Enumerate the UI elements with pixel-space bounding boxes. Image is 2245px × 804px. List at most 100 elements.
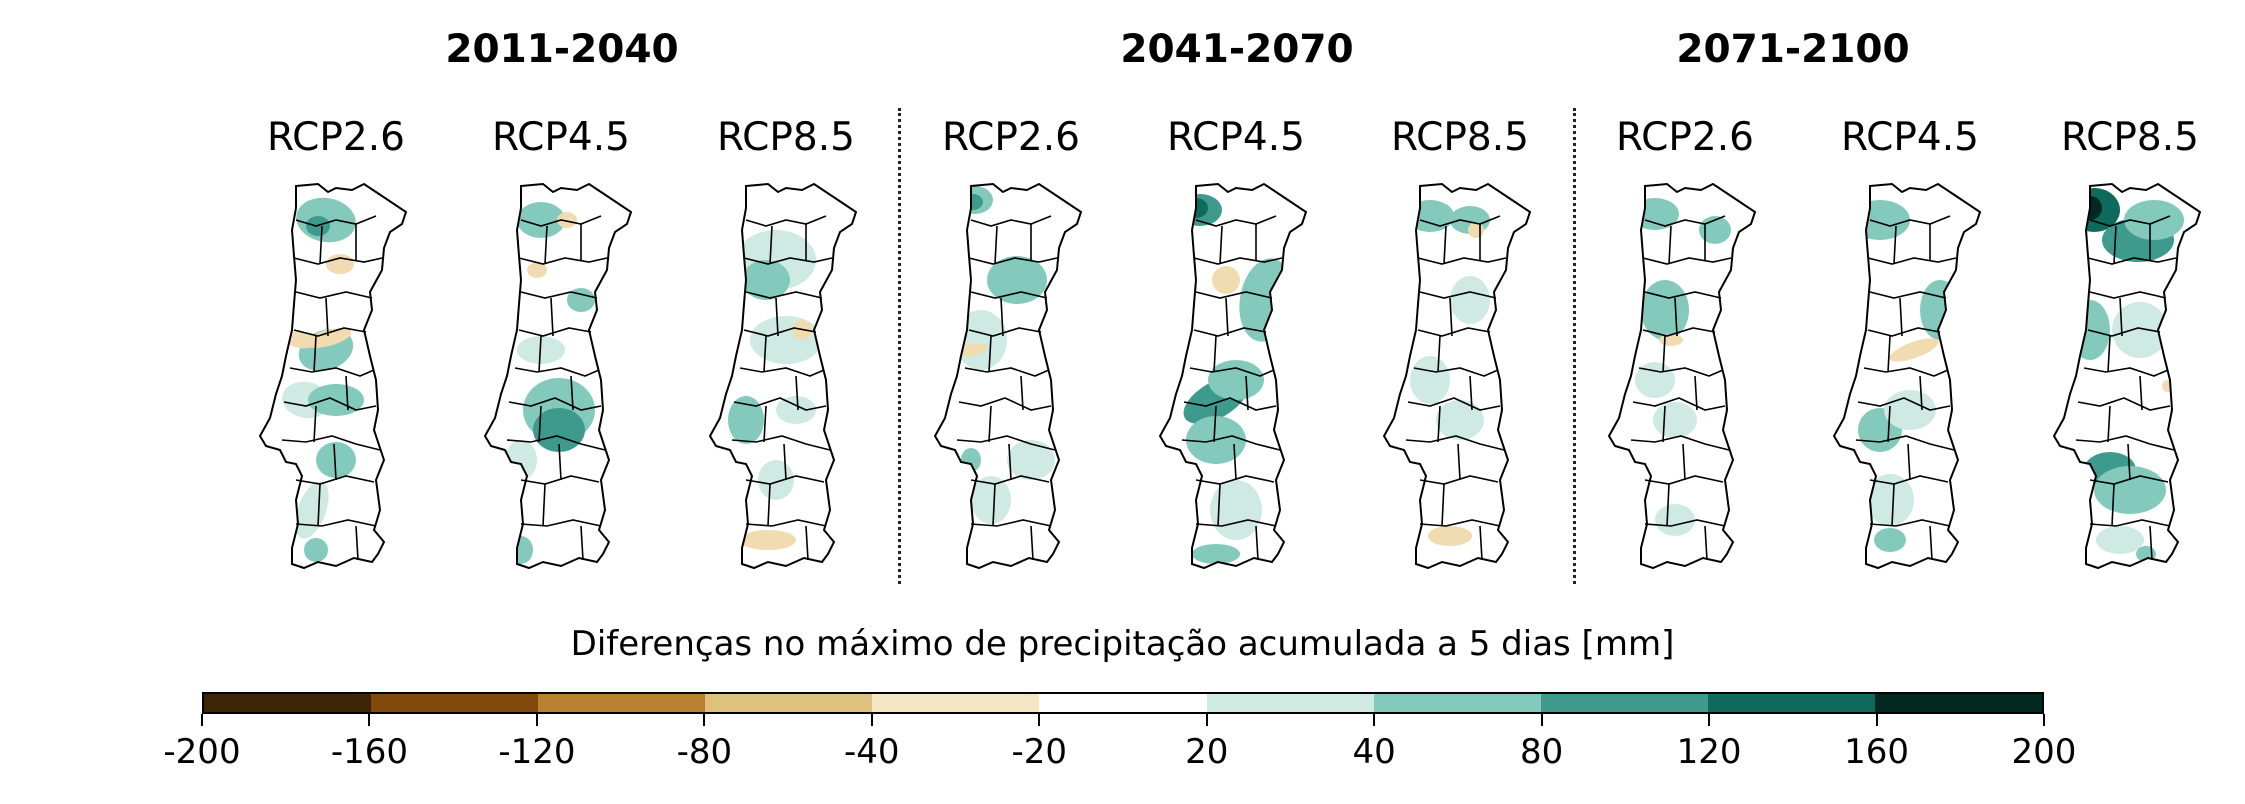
district-border [1638,367,1724,377]
district-border [970,519,1052,527]
district-border [743,257,833,265]
district-border [795,375,799,411]
district-border [805,525,809,561]
map-2011-2040-rcp45 [449,180,673,580]
district-border [1443,225,1447,265]
district-border [2107,335,2111,373]
wetting-area [776,396,816,424]
wetting-area [1450,276,1490,324]
district-border [281,435,381,451]
portugal-map [2052,182,2202,570]
district-border [1419,475,1499,485]
country-outline [258,182,408,570]
scenario-label-p2-rcp26: RCP2.6 [942,115,1080,160]
period-title-2041-2070: 2041-2070 [1120,27,1354,72]
district-border [2083,367,2169,377]
country-outline [933,182,1083,570]
district-border [345,375,349,411]
colorbar-segment [371,694,539,712]
district-border [514,367,600,377]
wetting-area [1866,474,1914,526]
district-border [1417,257,1507,265]
district-border [520,519,602,527]
district-border [1419,291,1497,299]
district-border [988,405,992,443]
district-border [1662,335,1666,373]
district-border [1000,297,1004,337]
district-border [1217,483,1221,527]
colorbar-tick [870,714,873,726]
district-border [2077,397,2171,411]
district-border [1189,367,1275,377]
district-border [1020,375,1024,411]
district-border [964,367,1050,377]
district-border [2075,435,2175,451]
portugal-map [933,182,1083,570]
map-2041-2070-rcp45 [1124,180,1348,580]
district-border [1469,375,1473,411]
scenario-label-p2-rcp45: RCP4.5 [1167,115,1305,160]
district-border [1857,397,1951,411]
district-border [1891,483,1895,527]
district-border [988,335,992,373]
district-border [1674,297,1678,337]
wetting-area [1410,356,1450,404]
district-border [1008,443,1012,481]
country-outline [1158,182,1308,570]
district-border [1213,335,1217,373]
district-border [295,519,377,527]
wetting-area [961,448,981,472]
colorbar-tick [1875,714,1878,726]
drying-area [1468,222,1484,238]
wetting-area [304,538,328,562]
drying-area [1428,526,1472,546]
wetting-area [1192,544,1240,564]
map-2011-2040-rcp85 [674,180,898,580]
portugal-map [708,182,858,570]
map-2071-2100-rcp45 [1798,180,2022,580]
district-border [1437,335,1441,373]
district-border [1255,525,1259,561]
country-outline [1607,182,1757,570]
wetting-area [2124,200,2184,240]
scenario-label-p3-rcp45: RCP4.5 [1841,115,1979,160]
district-border [745,475,825,485]
district-border [518,257,608,265]
district-border [769,225,773,265]
wetting-area [1653,402,1697,438]
district-border [580,525,584,561]
colorbar-segment [1874,694,2043,712]
drying-area [284,331,316,349]
wetting-area [750,316,822,364]
wetting-area [758,460,794,500]
wetting-area [728,396,764,444]
colorbar-tick [703,714,706,726]
district-border [745,215,827,227]
colorbar-tick-label: -200 [163,732,241,772]
scenario-label-p3-rcp26: RCP2.6 [1616,115,1754,160]
wetting-area [955,310,1007,370]
district-border [733,397,827,411]
district-border [518,327,592,337]
district-border [295,475,375,485]
district-border [538,405,542,443]
district-border [1181,435,1281,451]
district-border [317,483,321,527]
wetting-area [517,202,565,238]
colorbar-tick-label: -80 [676,732,733,772]
district-border [289,367,375,377]
district-border [958,397,1052,411]
colorbar-segment [872,694,1040,712]
wetting-area [971,476,1011,524]
wetting-area [742,260,790,300]
district-border [731,435,831,451]
district-border [1867,327,1941,337]
country-outline [1382,182,1532,570]
district-border [1869,215,1951,227]
district-border [743,327,817,337]
wetting-area [1635,362,1675,398]
district-border [1662,405,1666,443]
district-border [767,483,771,527]
map-2041-2070-rcp85 [1348,180,1572,580]
colorbar-segment [705,694,873,712]
